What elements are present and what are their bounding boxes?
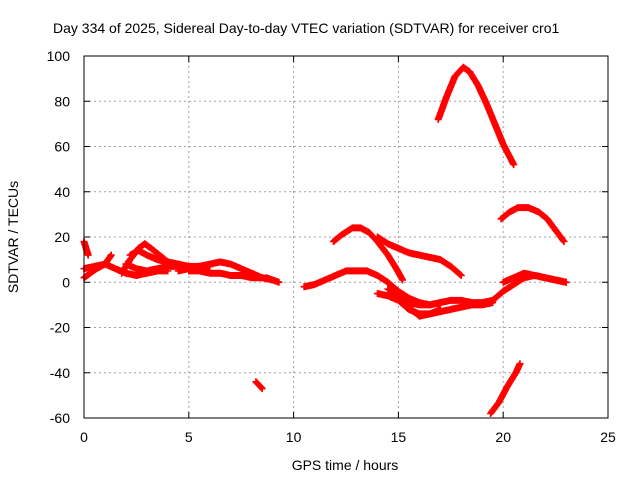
series-arc8 — [185, 267, 277, 284]
grid — [84, 56, 608, 418]
series-markers — [329, 224, 407, 284]
series-arc16 — [394, 294, 444, 320]
chart-title: Day 334 of 2025, Sidereal Day-to-day VTE… — [53, 20, 559, 36]
y-tick-label: 40 — [54, 184, 70, 200]
series-markers — [384, 285, 497, 309]
series-markers — [487, 360, 524, 417]
y-tick-label: 60 — [54, 139, 70, 155]
series-markers — [174, 258, 266, 282]
series-arc15 — [384, 285, 497, 309]
series-arc2 — [80, 238, 92, 259]
series-markers — [80, 238, 92, 259]
y-tick-label: 80 — [54, 93, 70, 109]
y-tick-label: 20 — [54, 229, 70, 245]
series-markers — [262, 274, 283, 286]
series-arc13 — [373, 233, 465, 279]
x-tick-label: 15 — [391, 429, 407, 445]
series-markers — [252, 378, 266, 393]
x-tick-label: 0 — [80, 429, 88, 445]
series-arc19 — [499, 269, 570, 286]
series-markers — [499, 269, 570, 286]
series-arc21 — [487, 360, 524, 417]
series-markers — [434, 63, 518, 169]
series-arc17 — [434, 63, 518, 169]
data-layer — [80, 63, 570, 417]
ticks: 0 5 10 15 20 25 -60 -40 -20 0 20 40 60 80 100 — [47, 48, 616, 445]
series-arc7 — [174, 258, 266, 282]
series-markers — [373, 233, 465, 279]
x-tick-label: 20 — [495, 429, 511, 445]
x-tick-label: 25 — [600, 429, 616, 445]
y-tick-label: 0 — [62, 274, 70, 290]
series-arc20 — [497, 204, 568, 245]
series-arc10 — [252, 378, 266, 393]
y-tick-label: 100 — [47, 48, 71, 64]
series-arc9 — [262, 274, 283, 286]
y-axis-label: SDTVAR / TECUs — [5, 181, 21, 293]
series-markers — [394, 294, 444, 320]
series-arc12 — [329, 224, 407, 284]
y-tick-label: -60 — [50, 410, 70, 426]
x-axis-label: GPS time / hours — [292, 457, 399, 473]
x-tick-label: 5 — [185, 429, 193, 445]
x-tick-label: 10 — [286, 429, 302, 445]
series-markers — [497, 204, 568, 245]
y-tick-label: -20 — [50, 320, 70, 336]
series-markers — [185, 267, 277, 284]
y-tick-label: -40 — [50, 365, 70, 381]
